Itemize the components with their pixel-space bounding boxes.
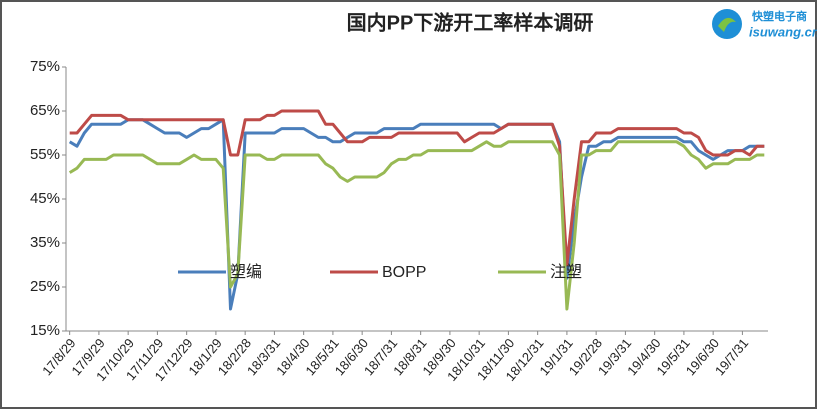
logo-name: 快塑电子商 bbox=[751, 9, 807, 23]
y-tick-label: 15% bbox=[30, 322, 60, 339]
logo: 快塑电子商 isuwang.cn bbox=[712, 9, 817, 39]
series-line bbox=[69, 109, 765, 267]
y-tick-label: 45% bbox=[30, 190, 60, 207]
series-line bbox=[68, 118, 765, 311]
logo-leaf bbox=[718, 17, 736, 32]
series-line bbox=[68, 140, 765, 311]
y-tick-label: 25% bbox=[30, 278, 60, 295]
legend-label: BOPP bbox=[382, 264, 426, 281]
chart-title: 国内PP下游开工率样本调研 bbox=[347, 10, 594, 34]
y-tick-label: 65% bbox=[30, 102, 60, 119]
y-tick-label: 55% bbox=[30, 146, 60, 163]
legend-label: 塑编 bbox=[230, 263, 262, 281]
y-tick-label: 35% bbox=[30, 234, 60, 251]
y-tick-label: 75% bbox=[30, 58, 60, 75]
logo-url: isuwang.cn bbox=[749, 24, 817, 39]
legend-label: 注塑 bbox=[550, 263, 582, 281]
